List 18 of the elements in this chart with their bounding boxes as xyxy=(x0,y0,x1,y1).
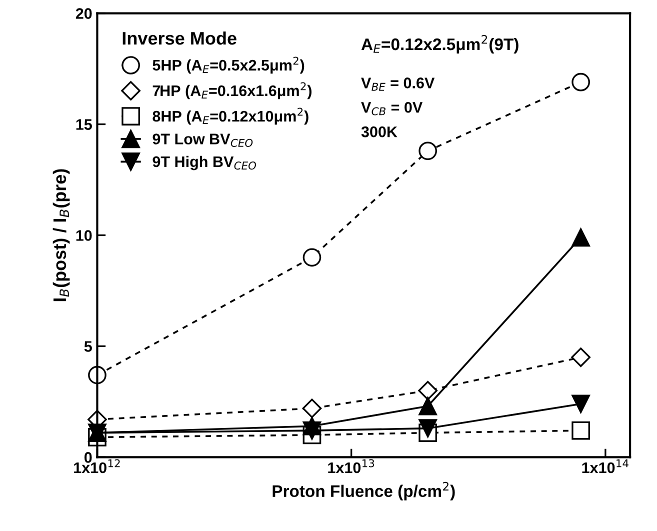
legend-label: 9T Low BV$_{CEO}$ xyxy=(152,134,253,147)
legend-title: Inverse Mode xyxy=(122,31,236,45)
legend-label: 9T High BV$_{CEO}$ xyxy=(152,156,256,170)
legend-label: 7HP (A$_{E}$=0.16x1.6μm$^{2}$) xyxy=(152,82,312,100)
x-axis-title: Proton Fluence (p/cm$^{2}$) xyxy=(272,482,455,500)
legend-label: 8HP (A$_{E}$=0.12x10μm$^{2}$) xyxy=(152,108,308,125)
legend-label: 5HP (A$_{E}$=0.5x2.5μm$^{2}$) xyxy=(152,56,304,74)
annotation: V$_{BE}$ = 0.6V xyxy=(361,78,435,91)
y-tick-label: 10 xyxy=(76,230,92,241)
y-tick-label: 20 xyxy=(76,8,92,19)
annotation: V$_{CB}$ = 0V xyxy=(361,102,423,116)
x-tick-label: 1x10$^{14}$ xyxy=(582,459,628,474)
x-tick-label: 1x10$^{13}$ xyxy=(328,459,374,474)
y-axis-title: I$_{B}$(post) / I$_{B}$(pre) xyxy=(52,169,70,302)
annotation: A$_{E}$=0.12x2.5μm$^{2}$(9T) xyxy=(361,35,518,54)
annotation: 300K xyxy=(361,126,398,138)
y-tick-label: 15 xyxy=(76,119,92,130)
y-tick-label: 5 xyxy=(84,341,92,352)
